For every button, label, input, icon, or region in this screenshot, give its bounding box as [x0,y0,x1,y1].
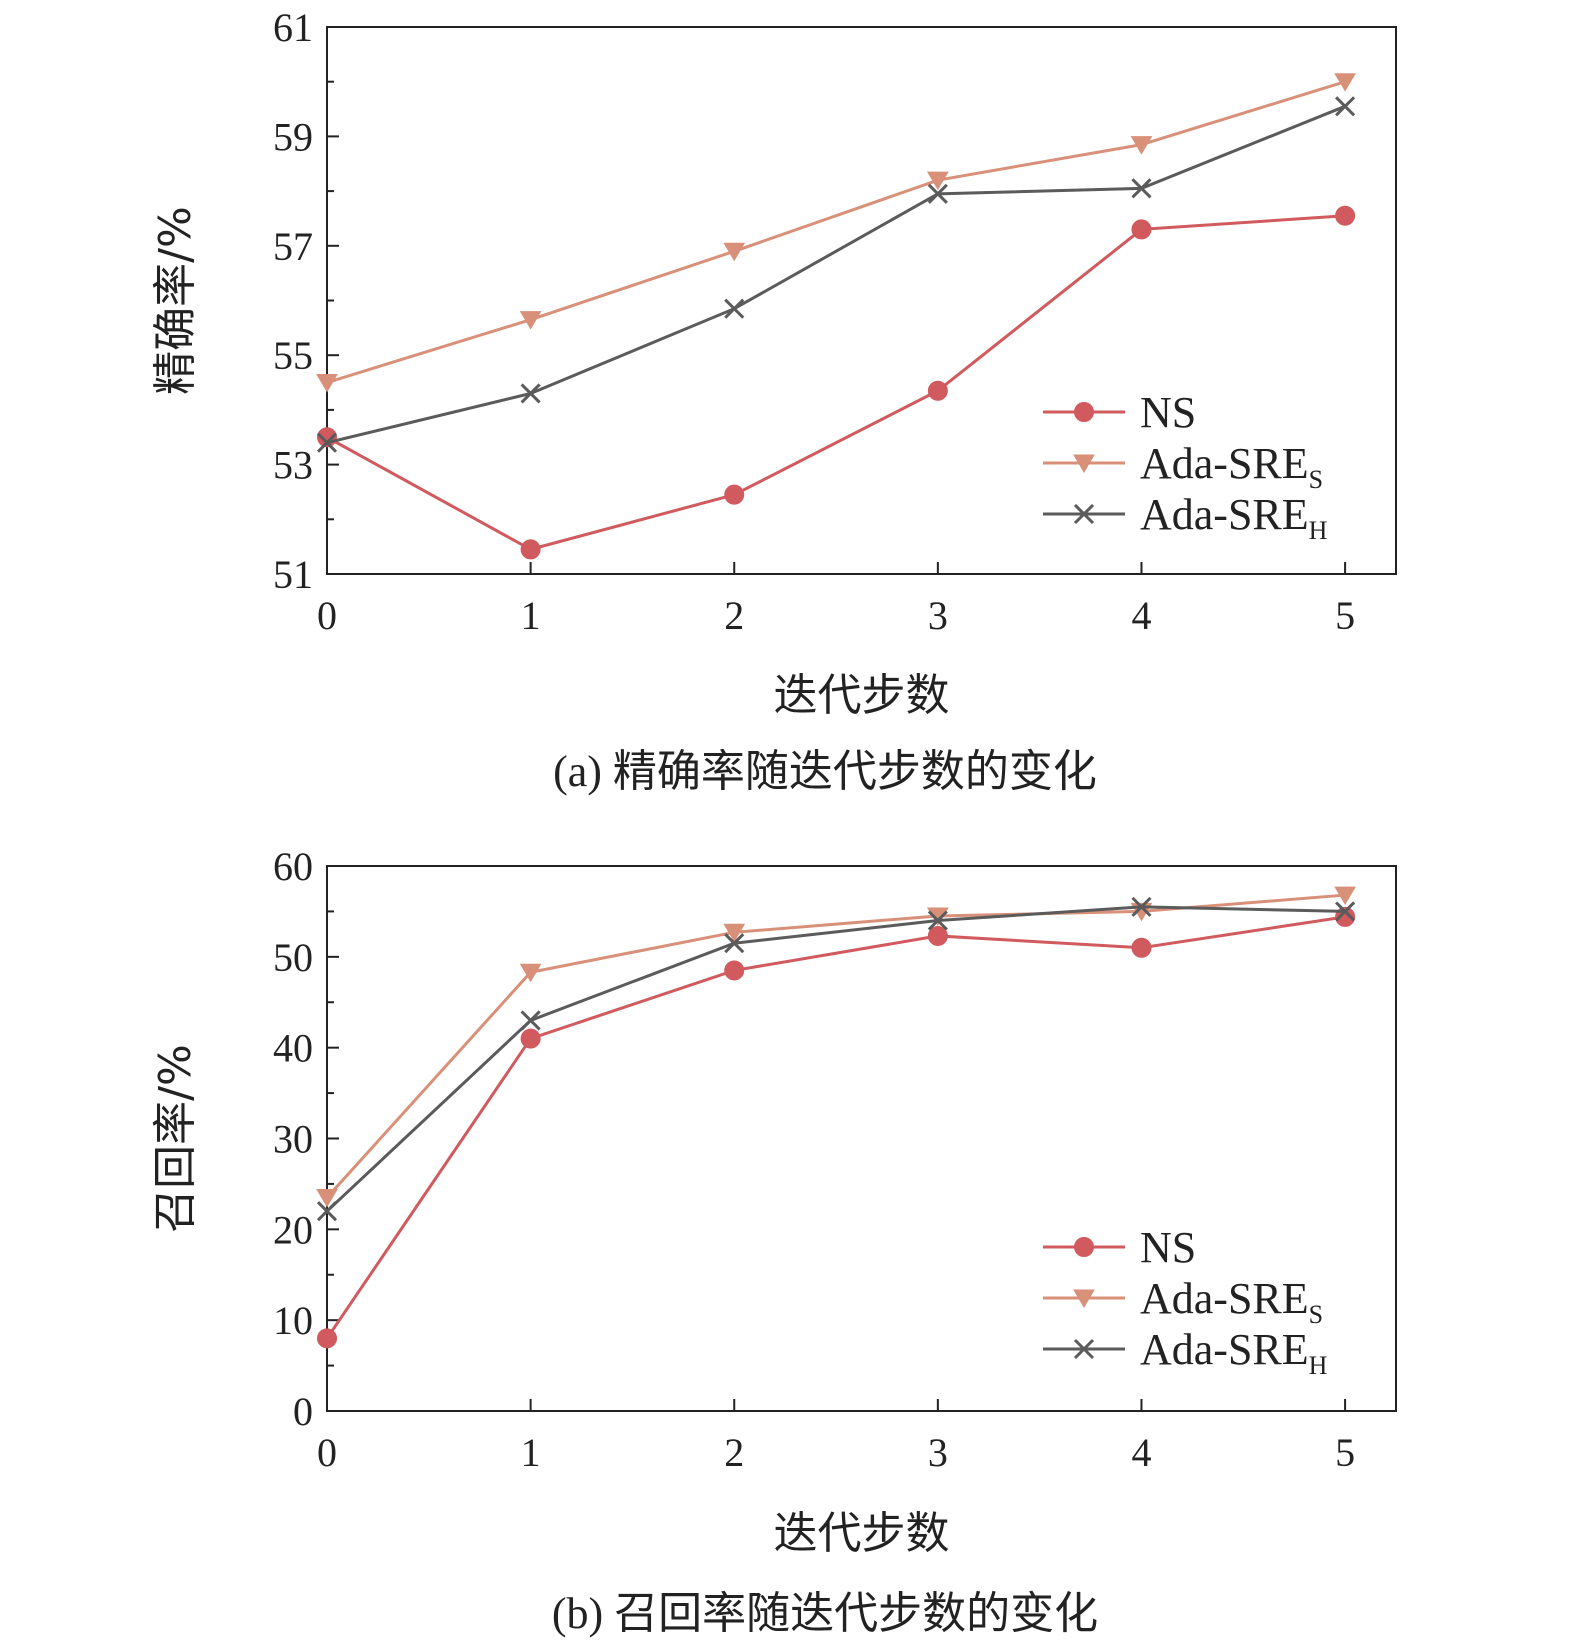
x-tick-label: 3 [928,1430,948,1475]
data-point [723,923,746,943]
data-point [1131,937,1152,958]
data-point [1131,896,1152,917]
y-axis-title: 召回率/% [150,1044,201,1233]
series-ada-sre-h [316,96,1356,453]
data-point [1131,178,1152,199]
x-tick-label: 5 [1335,1430,1355,1475]
data-point [927,910,948,931]
series-ada-sre-s [316,73,1356,393]
figure-caption: (b) 召回率随迭代步数的变化 [552,1589,1098,1638]
legend-label: Ada-SREH [1140,1325,1328,1380]
data-point [1131,219,1152,240]
series-line [326,214,1346,551]
y-tick-label: 50 [273,935,313,980]
series-ns [317,205,1356,560]
legend-marker [1074,402,1094,422]
data-point [316,1201,338,1222]
series-ada-sre-s [316,886,1356,1208]
legend-marker [1073,1338,1095,1360]
data-point [1335,901,1356,922]
data-point [724,960,745,981]
data-point [927,925,948,946]
x-tick-label: 1 [521,593,541,638]
legend-item: Ada-SRES [1043,439,1323,494]
data-point [724,298,745,319]
legend-label: Ada-SREH [1140,490,1328,545]
x-tick-label: 4 [1131,1430,1151,1475]
y-tick-label: 55 [273,333,313,378]
x-tick-label: 5 [1335,593,1355,638]
legend-item: Ada-SREH [1043,1325,1328,1380]
y-axis-title: 精确率/% [150,206,201,395]
data-point [520,539,541,560]
y-tick-label: 53 [273,443,313,488]
data-point [316,374,338,393]
legend-marker [1074,1237,1094,1257]
data-point [519,963,542,983]
legend-item: Ada-SREH [1043,490,1328,545]
x-tick-label: 3 [928,593,948,638]
y-tick-label: 10 [273,1298,313,1343]
x-tick-label: 2 [724,593,744,638]
y-tick-label: 60 [273,844,313,889]
series-line [325,915,1346,1340]
legend-label: Ada-SRES [1140,439,1323,494]
series-line [326,104,1346,445]
data-point [1334,73,1356,92]
legend-label: Ada-SRES [1140,1274,1323,1329]
series-ada-sre-h [316,896,1356,1222]
chart-panel-b: 0 10 20 30 40 50 60 0 1 2 3 4 5 迭代步数 召回率/% (b) 召回率随迭代步数… [150,844,1397,1638]
data-point [723,242,746,262]
y-tick-label: 30 [273,1117,313,1162]
data-point [316,432,338,453]
series-line [325,905,1346,1213]
data-point [926,171,949,191]
x-axis-title: 迭代步数 [774,670,950,721]
x-tick-label: 1 [521,1430,541,1475]
y-tick-label: 20 [273,1207,313,1252]
legend-item: NS [1043,1223,1196,1272]
data-point [520,1010,541,1031]
x-tick-label: 0 [317,593,337,638]
data-point [317,1328,337,1349]
chart-panel-a: 51 53 55 57 59 61 0 1 2 3 4 5 迭代步数 精确率/% (a) 精确率随迭代步数的… [150,5,1397,796]
data-point [724,484,745,505]
x-tick-label: 4 [1131,593,1151,638]
data-point [520,1028,541,1049]
data-point [927,380,948,401]
y-tick-label: 40 [273,1026,313,1071]
x-tick-label: 0 [317,1430,337,1475]
x-axis-title: 迭代步数 [774,1508,950,1559]
legend-marker [1073,454,1095,473]
legend-item: Ada-SRES [1043,1274,1323,1329]
data-point [724,933,745,954]
series-line [326,80,1346,384]
x-tick-label: 2 [724,1430,744,1475]
y-tick-label: 0 [293,1389,313,1434]
data-point [520,383,541,404]
series-ns [317,906,1356,1349]
data-point [1335,205,1356,226]
data-point [316,1189,338,1208]
legend-label: NS [1140,388,1196,437]
data-point [1334,886,1356,906]
y-tick-label: 51 [273,552,313,597]
y-tick-label: 59 [273,114,313,159]
legend-marker [1073,1289,1095,1308]
y-tick-label: 61 [273,5,313,50]
legend-label: NS [1140,1223,1196,1272]
legend-item: NS [1043,388,1196,437]
data-point [927,183,948,204]
figure-caption: (a) 精确率随迭代步数的变化 [553,747,1097,796]
legend-marker [1073,503,1095,525]
data-point [519,311,542,330]
data-point [1335,96,1356,117]
data-point [1130,136,1153,155]
y-tick-label: 57 [273,224,313,269]
